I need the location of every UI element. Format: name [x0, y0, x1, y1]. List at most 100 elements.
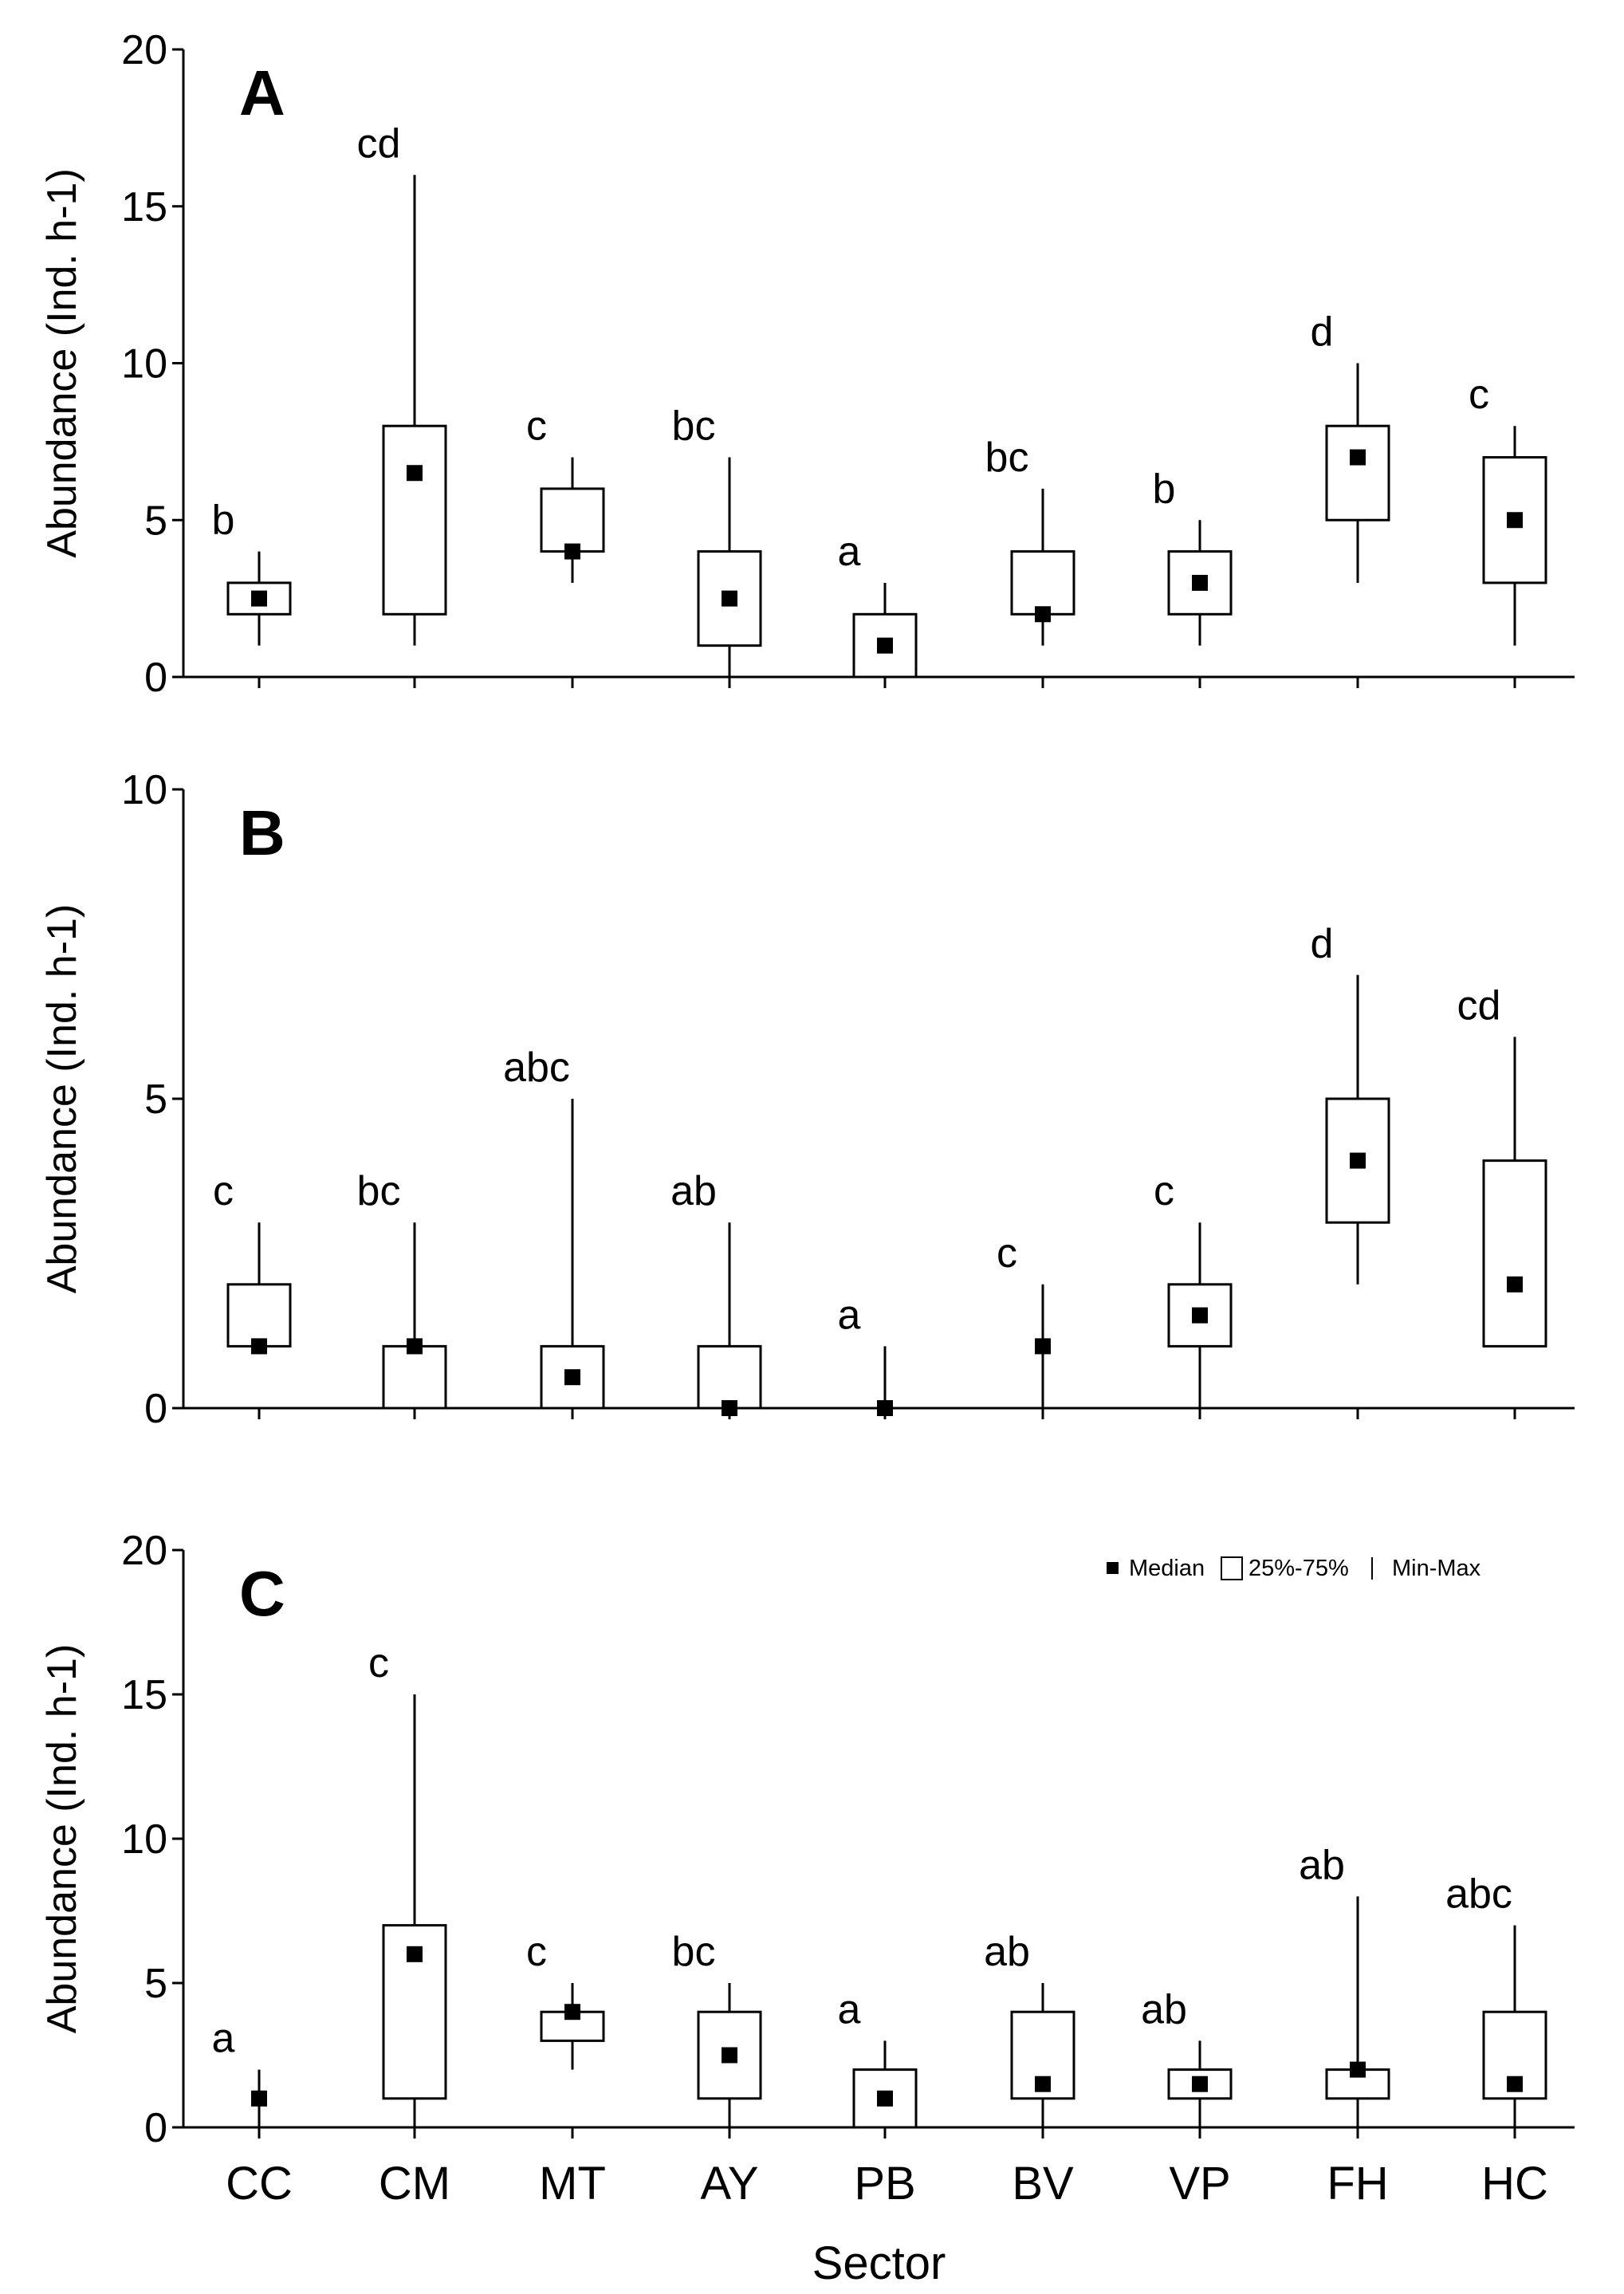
median-marker: [1035, 1338, 1051, 1355]
median-marker: [251, 2090, 267, 2107]
significance-letter: bc: [672, 403, 716, 450]
x-tick-label: CM: [379, 2158, 450, 2209]
significance-letter: c: [213, 1168, 234, 1214]
y-tick-label: 5: [144, 498, 167, 544]
median-marker: [1507, 1276, 1523, 1293]
significance-letter: ab: [1141, 1986, 1187, 2032]
significance-letter: c: [526, 403, 547, 450]
significance-letter: c: [1154, 1168, 1174, 1214]
significance-letter: a: [212, 2016, 235, 2062]
iqr-box: [1167, 2068, 1233, 2100]
box-fh: ab: [1299, 1842, 1390, 2127]
y-tick-label: 0: [144, 2105, 167, 2151]
median-marker: [564, 1369, 580, 1386]
y-tick-label: 0: [144, 655, 167, 701]
box-mt: c: [526, 403, 605, 583]
significance-letter: ab: [1299, 1842, 1345, 1888]
significance-letter: b: [1153, 466, 1176, 512]
x-tick-label: BV: [1012, 2158, 1074, 2209]
y-tick-label: 15: [121, 184, 167, 230]
y-axis-label: Abundance (Ind. h-1): [39, 1644, 85, 2034]
iqr-box: [226, 581, 292, 616]
y-axis-label: Abundance (Ind. h-1): [39, 168, 85, 558]
median-marker: [1507, 2076, 1523, 2092]
box-fh: d: [1311, 921, 1390, 1285]
significance-letter: bc: [985, 435, 1029, 481]
box-ay: bc: [672, 403, 762, 677]
median-marker: [1507, 512, 1523, 529]
significance-letter: abc: [1445, 1871, 1512, 1918]
iqr-box: [540, 487, 605, 553]
y-tick-label: 5: [144, 1076, 167, 1123]
median-marker: [251, 1338, 267, 1355]
panel-letter: C: [239, 1558, 285, 1629]
iqr-box: [226, 1283, 292, 1348]
median-marker: [722, 590, 737, 607]
legend-box-marker: [1221, 1556, 1243, 1580]
median-marker: [1192, 2076, 1208, 2092]
box-cc: a: [212, 2016, 267, 2127]
legend-median-label: Median: [1129, 1556, 1205, 1581]
box-ay: ab: [670, 1168, 762, 1416]
box-cc: b: [212, 498, 292, 646]
significance-letter: d: [1311, 921, 1334, 967]
median-marker: [877, 2090, 893, 2107]
y-tick-label: 15: [121, 1672, 167, 1718]
box-hc: c: [1469, 372, 1547, 646]
panel-a: 0 5 10 15 20 Abundance (Ind. h-1) Ab cd c bc a bc b d…: [39, 27, 1575, 701]
box-hc: cd: [1457, 982, 1547, 1348]
median-marker: [407, 465, 423, 482]
iqr-box: [1010, 550, 1075, 616]
box-vp: c: [1154, 1168, 1233, 1408]
box-pb: a: [838, 1986, 918, 2129]
significance-letter: c: [526, 1929, 547, 1975]
median-marker: [1350, 1152, 1366, 1169]
y-tick-label: 20: [121, 1528, 167, 1574]
median-marker: [1192, 574, 1208, 591]
box-cm: c: [368, 1640, 447, 2127]
significance-letter: cd: [357, 120, 401, 167]
y-tick-label: 10: [121, 1816, 167, 1863]
box-vp: ab: [1141, 1986, 1233, 2127]
iqr-box: [1325, 424, 1390, 521]
median-marker: [722, 2047, 737, 2064]
significance-letter: c: [1469, 372, 1489, 418]
significance-letter: ab: [984, 1929, 1030, 1975]
legend-iqr-label: 25%-75%: [1248, 1556, 1349, 1581]
y-tick-label: 10: [121, 341, 167, 388]
box-cm: cd: [357, 120, 447, 646]
median-marker: [407, 1338, 423, 1355]
x-tick-label: AY: [700, 2158, 758, 2209]
median-marker: [1035, 606, 1051, 623]
iqr-box: [382, 1344, 447, 1410]
box-mt: abc: [503, 1045, 605, 1410]
legend-median-marker: [1107, 1562, 1119, 1574]
box-pb: a: [838, 529, 918, 679]
y-tick-label: 20: [121, 27, 167, 73]
median-marker: [407, 1946, 423, 1962]
significance-letter: a: [838, 529, 861, 575]
significance-letter: d: [1311, 309, 1334, 356]
box-bv: bc: [985, 435, 1075, 646]
box-bv: ab: [984, 1929, 1075, 2127]
median-marker: [722, 1400, 737, 1416]
box-bv: c: [997, 1230, 1051, 1408]
significance-letter: a: [838, 1986, 861, 2032]
median-marker: [564, 2004, 580, 2021]
median-marker: [877, 1400, 893, 1416]
box-fh: d: [1311, 309, 1390, 583]
box-cc: c: [213, 1168, 292, 1355]
significance-letter: bc: [357, 1168, 401, 1214]
significance-letter: ab: [670, 1168, 717, 1214]
median-marker: [1035, 2076, 1051, 2092]
median-marker: [1192, 1307, 1208, 1324]
x-tick-label: VP: [1169, 2158, 1230, 2209]
x-tick-label: CC: [226, 2158, 293, 2209]
x-tick-label: FH: [1327, 2158, 1388, 2209]
panel-c: 0 5 10 15 20 Abundance (Ind. h-1) Ca c c bc a ab ab a…: [39, 1528, 1575, 2289]
iqr-box: [697, 1344, 762, 1410]
significance-letter: a: [838, 1292, 861, 1338]
